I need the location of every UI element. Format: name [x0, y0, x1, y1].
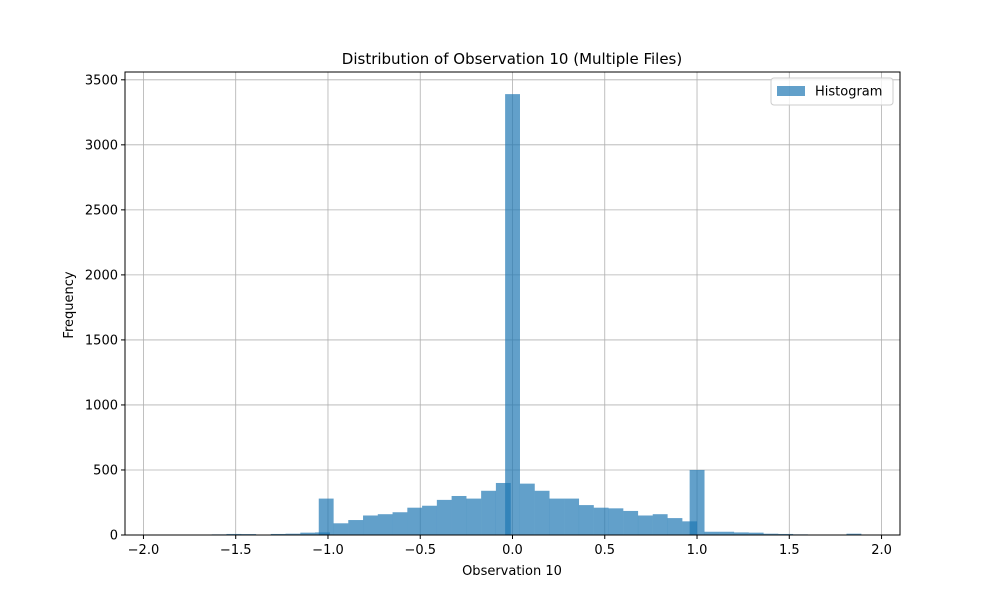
- x-tick-label: 0.5: [594, 543, 615, 558]
- y-tick-label: 1500: [85, 333, 118, 348]
- histogram-bar: [334, 523, 349, 535]
- y-tick-label: 2500: [85, 203, 118, 218]
- x-tick-label: −0.5: [404, 543, 436, 558]
- x-tick-label: 1.5: [779, 543, 800, 558]
- histogram-bar: [348, 520, 363, 535]
- histogram-bar: [638, 515, 653, 535]
- x-tick-label: 1.0: [687, 543, 708, 558]
- histogram-bar: [564, 499, 579, 535]
- histogram-bar: [363, 515, 378, 535]
- histogram-bar: [407, 508, 422, 535]
- x-tick-label: 0.0: [502, 543, 523, 558]
- histogram-bar: [623, 511, 638, 535]
- y-tick-label: 500: [93, 463, 118, 478]
- histogram-bar: [653, 514, 668, 535]
- legend-label: Histogram: [815, 85, 882, 100]
- histogram-bar: [690, 470, 705, 535]
- x-tick-label: −2.0: [128, 543, 160, 558]
- x-tick-label: −1.5: [220, 543, 252, 558]
- y-tick-label: 3000: [85, 138, 118, 153]
- histogram-bar: [535, 491, 550, 535]
- histogram-bar: [505, 94, 520, 535]
- y-tick-label: 0: [110, 529, 118, 544]
- histogram-bar: [608, 508, 623, 535]
- histogram-bar: [549, 499, 564, 535]
- histogram-bar: [422, 506, 437, 535]
- y-tick-label: 1000: [85, 398, 118, 413]
- x-tick-label: 2.0: [871, 543, 892, 558]
- histogram-bar: [437, 500, 452, 535]
- histogram-bar: [393, 512, 408, 535]
- x-axis-label: Observation 10: [462, 564, 562, 579]
- histogram-bar: [520, 484, 535, 535]
- histogram-bar: [668, 518, 683, 535]
- chart-title: Distribution of Observation 10 (Multiple…: [342, 50, 682, 68]
- y-axis-label: Frequency: [62, 271, 77, 338]
- histogram-bar: [319, 499, 334, 535]
- histogram-bar: [466, 499, 481, 535]
- histogram-bar: [594, 508, 609, 535]
- y-tick-label: 2000: [85, 268, 118, 283]
- legend-swatch: [777, 86, 805, 96]
- histogram-bar: [378, 514, 393, 535]
- legend: Histogram: [771, 78, 893, 105]
- x-tick-label: −1.0: [312, 543, 344, 558]
- histogram-bar: [579, 505, 594, 535]
- y-tick-label: 3500: [85, 73, 118, 88]
- histogram-bar: [481, 491, 496, 535]
- histogram-bar: [452, 496, 467, 535]
